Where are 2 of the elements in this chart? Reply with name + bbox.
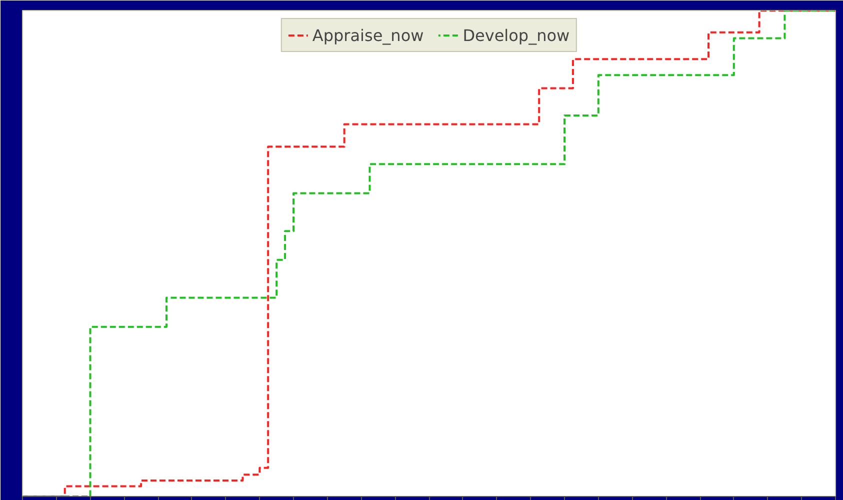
legend-label: Appraise_now bbox=[312, 26, 424, 44]
legend-label: Develop_now bbox=[462, 26, 570, 44]
